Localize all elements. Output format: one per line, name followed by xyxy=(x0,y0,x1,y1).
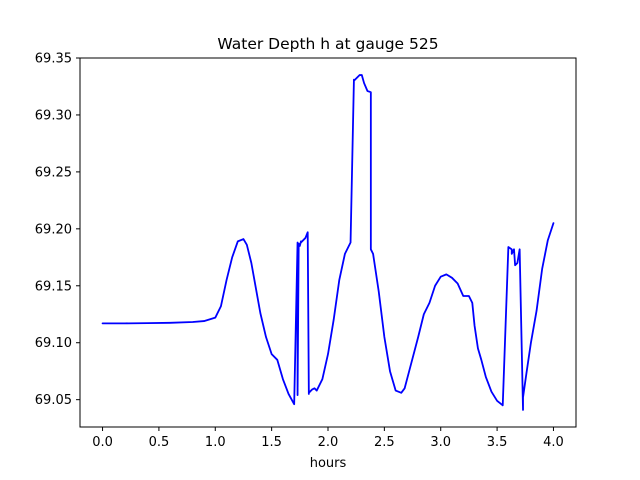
x-tick-label: 2.5 xyxy=(374,435,395,450)
x-tick-label: 2.0 xyxy=(318,435,339,450)
plot-area: 0.0 0.5 1.0 1.5 2.0 2.5 3.0 3.5 4.0 69.05 69.10 69.… xyxy=(35,52,577,450)
y-tick-label: 69.30 xyxy=(35,108,72,123)
x-tick-label: 1.0 xyxy=(205,435,226,450)
y-tick-label: 69.25 xyxy=(35,165,72,180)
series-line-0 xyxy=(101,74,555,411)
y-tick-label: 69.10 xyxy=(35,336,72,351)
x-tick-label: 0.5 xyxy=(149,435,170,450)
y-tick-label: 69.35 xyxy=(35,52,72,67)
x-tick-label: 3.5 xyxy=(487,435,508,450)
x-tick-label: 1.5 xyxy=(261,435,282,450)
chart-title: Water Depth h at gauge 525 xyxy=(217,35,438,53)
x-tick-label: 4.0 xyxy=(543,435,564,450)
x-tick-label: 3.0 xyxy=(430,435,451,450)
y-tick-label: 69.20 xyxy=(35,222,72,237)
y-tick-label: 69.15 xyxy=(35,279,72,294)
x-axis-label: hours xyxy=(310,456,347,471)
x-tick-label: 0.0 xyxy=(92,435,113,450)
y-tick-label: 69.05 xyxy=(35,393,72,408)
